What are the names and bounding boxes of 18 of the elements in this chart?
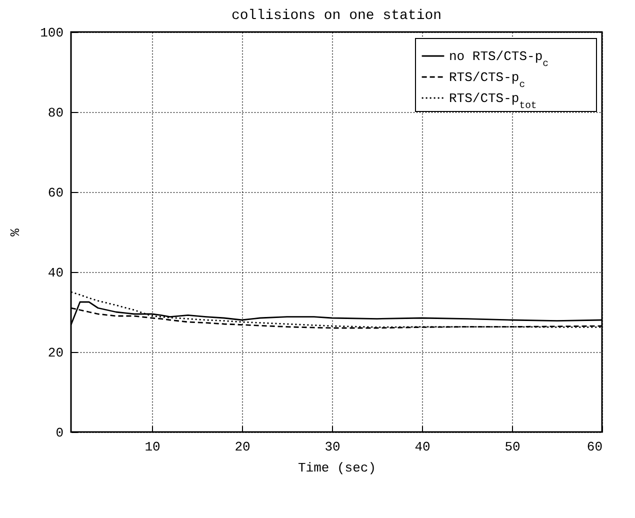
y-tick-label: 100 [40, 26, 64, 40]
legend-label: RTS/CTS-p$_{tot}$ [449, 91, 537, 110]
x-axis-title: Time (sec) [298, 460, 376, 476]
x-tick-label: 50 [504, 440, 520, 454]
chart-title: collisions on one station [231, 8, 442, 24]
x-tick-label: 10 [144, 440, 160, 454]
y-tick-label: 80 [48, 106, 64, 120]
y-tick-label: 40 [48, 266, 64, 280]
x-tick-label: 40 [414, 440, 430, 454]
y-axis-title: % [8, 228, 24, 236]
legend-label: RTS/CTS-p$_{c}$ [449, 70, 526, 90]
x-tick-label: 20 [234, 440, 250, 454]
y-tick-label: 60 [48, 186, 64, 200]
legend-label: no RTS/CTS-p$_{c}$ [449, 49, 549, 68]
x-tick-label: 30 [324, 440, 340, 454]
y-tick-label: 20 [48, 346, 64, 360]
x-tick-label: 60 [586, 440, 602, 454]
y-tick-label: 0 [56, 426, 64, 440]
